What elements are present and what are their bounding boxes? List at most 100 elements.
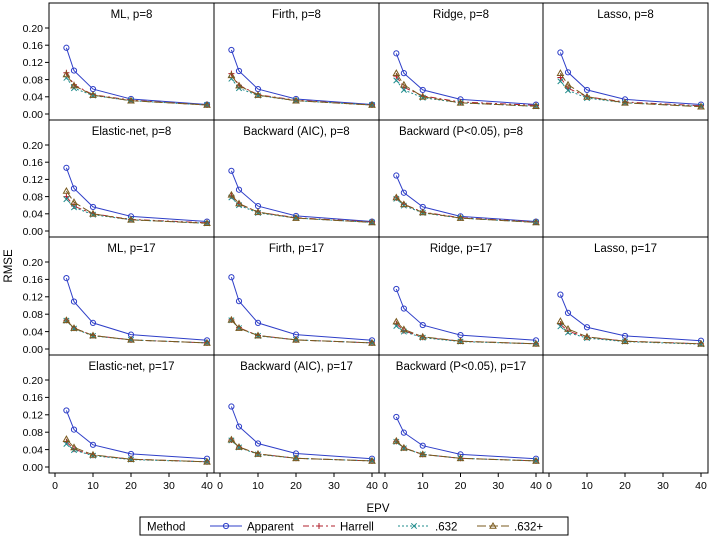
y-tick-label: 0.12 [23,410,44,422]
data-point-632 [89,91,97,98]
data-point-632 [63,440,70,447]
data-point-632 [392,436,401,444]
series-line-632 [395,197,537,223]
data-point-632 [70,443,78,451]
data-point-632 [235,324,243,331]
panel-title: ML, p=17 [107,243,155,255]
data-point-apparent [228,46,235,54]
data-point-632 [235,442,243,450]
series-632 [392,436,540,464]
data-point-apparent [419,442,426,449]
data-point-632 [697,339,705,347]
panel-frame [378,354,544,474]
x-axis-label: EPV [366,503,389,515]
series-line-apparent [65,47,208,105]
x-tick-label: 30 [657,480,669,492]
data-point-apparent [583,86,591,94]
y-tick-label: 0.20 [23,140,44,152]
data-point-632 [89,209,97,217]
panel-ml-p-17: ML, p=17 [48,236,215,356]
y-tick-label: 0.16 [23,157,44,169]
legend-label: Apparent [247,522,294,534]
panel-ridge-p-17: Ridge, p=17 [378,236,544,356]
panel-firth-p-17: Firth, p=17 [213,236,380,356]
series-632 [227,435,376,464]
data-point-apparent [400,189,407,196]
data-point-632 [392,317,401,325]
y-tick-label: 0.04 [23,444,44,456]
data-point-apparent [89,319,97,326]
data-point-632 [532,456,540,464]
data-point-632 [456,454,465,462]
series-632 [556,317,705,347]
series-line-apparent [559,294,702,342]
data-point-apparent [89,203,97,211]
data-point-632 [418,208,427,216]
data-point-632 [456,214,465,221]
panel-empty-15 [542,354,709,474]
data-point-apparent [393,285,400,293]
data-point-apparent [235,186,243,193]
series-632 [392,317,540,347]
panel-backward-p-0-05-p-8: Backward (P<0.05), p=8 [378,119,544,238]
data-point-apparent [393,50,400,57]
y-tick-label: 0.12 [23,57,44,69]
x-tick-label: 30 [492,480,504,492]
series-apparent [557,291,705,344]
legend-entry-harrell: Harrell [303,522,374,534]
data-point-apparent [228,403,235,410]
series-line-apparent [230,277,373,341]
data-point-632 [368,338,376,346]
data-point-632 [532,339,540,347]
data-point-632 [62,186,71,194]
data-point-apparent [228,167,235,174]
y-tick-label: 0.12 [23,292,44,304]
series-line-632 [230,75,373,106]
data-point-632 [456,98,465,106]
series-632 [62,70,211,108]
data-point-632 [127,96,135,104]
data-point-632 [254,91,262,98]
data-point-apparent [235,423,243,430]
series-line-apparent [559,52,702,105]
x-tick-label: 10 [87,480,99,492]
panel-elastic-net-p-17: Elastic-net, p=17 [48,354,215,474]
data-point-apparent [419,321,426,329]
data-point-apparent [235,67,243,75]
y-tick-label: 0.00 [23,344,44,356]
series-line-apparent [395,175,537,222]
panel-ml-p-8: ML, p=8 [48,2,215,121]
y-axis: 0.00 0.04 0.08 0.12 0.16 0.20 0.00 0.04 0.08 0.12… [23,23,49,474]
data-point-632 [62,70,71,78]
data-point-632 [127,455,135,462]
x-axis: 0 10 20 30 40 0 10 20 30 40 0 10 20 30 40 0 10 20 30 40 [52,473,707,492]
series-line-apparent [65,277,208,341]
data-point-apparent [557,49,564,56]
data-point-632 [70,204,78,211]
data-point-632 [556,317,565,324]
data-point-apparent [564,309,572,316]
series-line-632 [395,321,537,345]
data-point-apparent [235,298,243,305]
data-point-632 [393,77,400,84]
legend-frame [139,516,569,536]
x-tick-label: 40 [695,480,707,492]
panel-frame [213,236,380,356]
series-line-apparent [395,288,537,341]
x-tick-label: 30 [163,480,175,492]
data-point-legend-apparent [222,522,230,530]
data-point-632 [227,315,236,323]
data-point-632 [203,219,211,227]
data-point-632 [368,218,376,226]
series-line-apparent [230,49,373,105]
x-tick-label: 0 [382,480,388,492]
data-point-632 [62,435,71,442]
data-point-legend-632 [410,522,418,530]
x-tick-label: 20 [455,480,467,492]
series-line-apparent [395,416,537,460]
data-point-apparent [393,172,400,179]
data-point-apparent [254,319,262,326]
data-point-632 [564,87,572,94]
data-point-632 [400,443,408,451]
